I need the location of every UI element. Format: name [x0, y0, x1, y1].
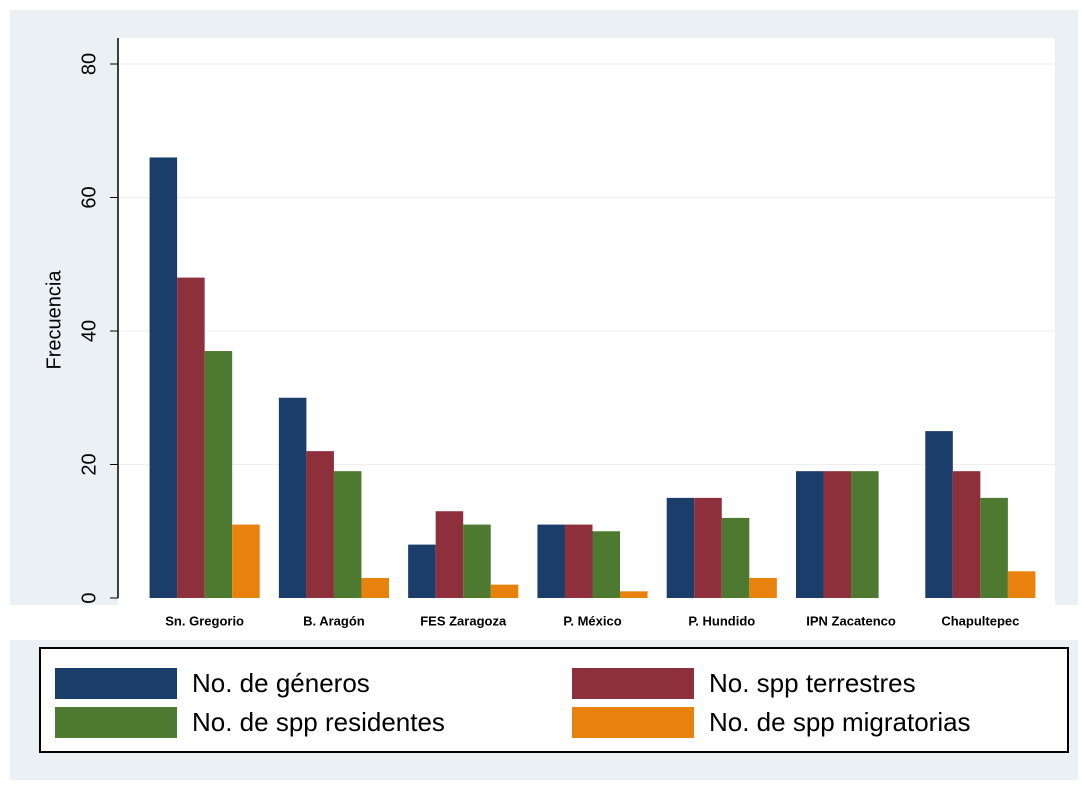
x-tick-label: IPN Zacatenco	[806, 613, 896, 628]
bar	[694, 497, 722, 598]
bar	[980, 497, 1008, 598]
legend-swatch	[572, 707, 694, 738]
bar	[435, 511, 464, 598]
y-tick-label: 20	[78, 453, 100, 475]
legend-swatch	[55, 707, 177, 738]
bar	[795, 471, 824, 598]
bar	[204, 351, 233, 598]
x-tick-label: P. Hundido	[688, 613, 755, 628]
bar	[333, 471, 362, 598]
bar	[306, 451, 334, 598]
legend-label: No. de spp migratorias	[709, 707, 971, 737]
y-tick-label: 80	[78, 53, 100, 75]
legend-swatch	[572, 668, 694, 699]
bar	[823, 471, 852, 598]
y-axis-title: Frecuencia	[43, 270, 65, 370]
bar	[490, 584, 519, 598]
legend-label: No. de géneros	[192, 668, 370, 698]
bar	[537, 524, 565, 598]
legend-label: No. spp terrestres	[709, 668, 916, 698]
x-tick-label: P. México	[563, 613, 621, 628]
bar	[592, 531, 621, 598]
bar	[564, 524, 593, 598]
bar	[232, 524, 260, 598]
y-tick-label: 40	[78, 320, 100, 342]
bar	[149, 157, 178, 598]
bar	[851, 471, 879, 598]
bar	[925, 431, 953, 598]
legend-swatch	[55, 668, 177, 699]
bar	[1007, 571, 1036, 598]
bar	[463, 524, 491, 598]
y-tick-label: 60	[78, 186, 100, 208]
bar	[721, 517, 750, 598]
bar	[952, 471, 981, 598]
x-tick-label: Sn. Gregorio	[165, 613, 244, 628]
legend-label: No. de spp residentes	[192, 707, 445, 737]
bar	[177, 277, 205, 598]
bar	[408, 544, 436, 598]
x-tick-label: FES Zaragoza	[420, 613, 507, 628]
bar	[620, 591, 648, 598]
x-tick-label: B. Aragón	[303, 613, 365, 628]
x-tick-label: Chapultepec	[941, 613, 1019, 628]
bar	[361, 577, 390, 598]
x-label-band	[10, 605, 1078, 640]
bar	[666, 497, 695, 598]
bar	[749, 577, 777, 598]
legend-box	[39, 647, 1069, 753]
bar	[278, 397, 307, 598]
plot-area	[118, 38, 1055, 605]
y-tick-label: 0	[78, 592, 100, 603]
